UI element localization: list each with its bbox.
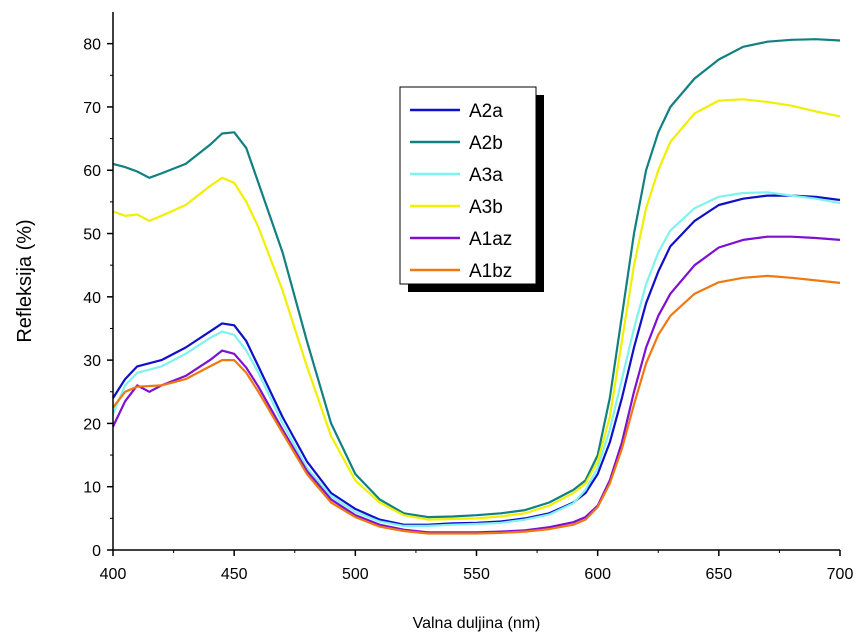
legend-label: A2a [469, 101, 503, 122]
x-tick-label: 650 [705, 566, 732, 583]
y-tick-label: 60 [83, 163, 101, 180]
legend-box [399, 86, 537, 285]
y-tick-label: 50 [83, 227, 101, 244]
legend-label: A1bz [469, 261, 512, 282]
series-line-a2a [112, 194, 841, 526]
series-line-a1bz [112, 274, 841, 535]
series-line-a3b [112, 98, 841, 521]
chart-legend: A2a A2b A3a A3b A1az A1bz [399, 86, 544, 292]
plot-series-lines [111, 38, 841, 535]
y-tick-label: 20 [83, 416, 101, 433]
y-tick-label: 40 [83, 290, 101, 307]
x-tick-label: 600 [584, 566, 611, 583]
legend-label: A1az [469, 229, 512, 250]
y-axis-label: Refleksija (%) [14, 219, 36, 342]
x-tick-label: 500 [342, 566, 369, 583]
y-tick-label: 0 [92, 543, 101, 560]
legend-label: A2b [469, 133, 503, 154]
x-axis-ticks: 400 450 500 550 600 650 700 [100, 550, 854, 583]
legend-label: A3b [469, 197, 503, 218]
x-tick-label: 450 [221, 566, 248, 583]
legend-label: A3a [469, 165, 503, 186]
x-tick-label: 700 [827, 566, 854, 583]
y-tick-label: 10 [83, 480, 101, 497]
y-tick-label: 80 [83, 37, 101, 54]
y-tick-label: 30 [83, 353, 101, 370]
series-line-a1az [112, 235, 841, 534]
x-axis-label: Valna duljina (nm) [413, 615, 541, 632]
y-axis-ticks: 0 10 20 30 40 50 60 70 80 [83, 37, 113, 560]
x-tick-label: 550 [463, 566, 490, 583]
series-line-a2b [112, 38, 841, 519]
series-line-a3a [111, 191, 841, 527]
y-tick-label: 70 [83, 100, 101, 117]
x-tick-label: 400 [100, 566, 127, 583]
